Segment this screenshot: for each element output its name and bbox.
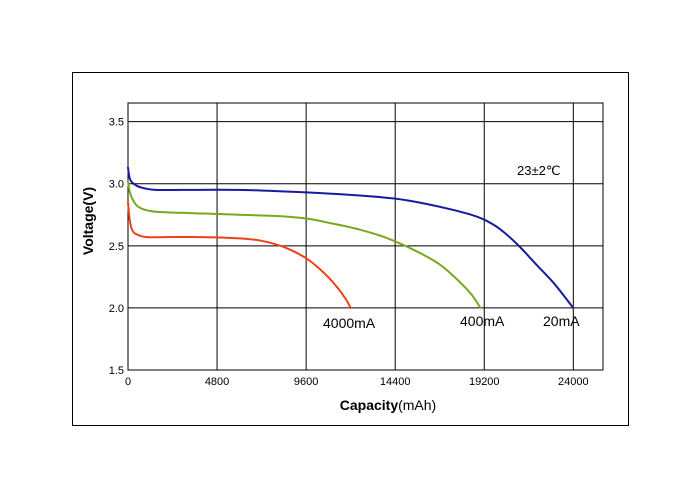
y-axis-label: Voltage(V) bbox=[80, 187, 96, 255]
x-tick-label: 4800 bbox=[205, 376, 229, 388]
grid-lines bbox=[127, 102, 604, 371]
y-tick-label: 1.5 bbox=[109, 365, 124, 377]
series-label-400mA: 400mA bbox=[460, 313, 505, 329]
series-line-20mA bbox=[127, 166, 575, 309]
y-tick-label: 3.0 bbox=[109, 179, 124, 191]
tick-labels: 0 4800 9600 14400 19200 24000 1.5 2.0 2.5 3.0 3.5 bbox=[109, 117, 589, 388]
y-tick-label: 2.0 bbox=[109, 303, 124, 315]
temperature-annotation: 23±2℃ bbox=[517, 163, 560, 178]
plot-area-border bbox=[127, 102, 604, 371]
x-tick-label: 24000 bbox=[558, 376, 589, 388]
series-lines bbox=[127, 166, 575, 309]
y-tick-label: 2.5 bbox=[109, 241, 124, 253]
x-axis-label: Capacity(mAh) bbox=[340, 397, 436, 413]
series-label-4000mA: 4000mA bbox=[323, 315, 376, 331]
x-tick-label: 19200 bbox=[469, 376, 500, 388]
series-line-400mA bbox=[127, 180, 482, 309]
y-tick-label: 3.5 bbox=[109, 117, 124, 129]
x-tick-label: 14400 bbox=[380, 376, 411, 388]
x-tick-label: 9600 bbox=[294, 376, 318, 388]
chart-frame bbox=[72, 72, 629, 426]
series-line-4000mA bbox=[127, 201, 352, 309]
x-tick-label: 0 bbox=[125, 376, 131, 388]
series-label-20mA: 20mA bbox=[543, 313, 580, 329]
